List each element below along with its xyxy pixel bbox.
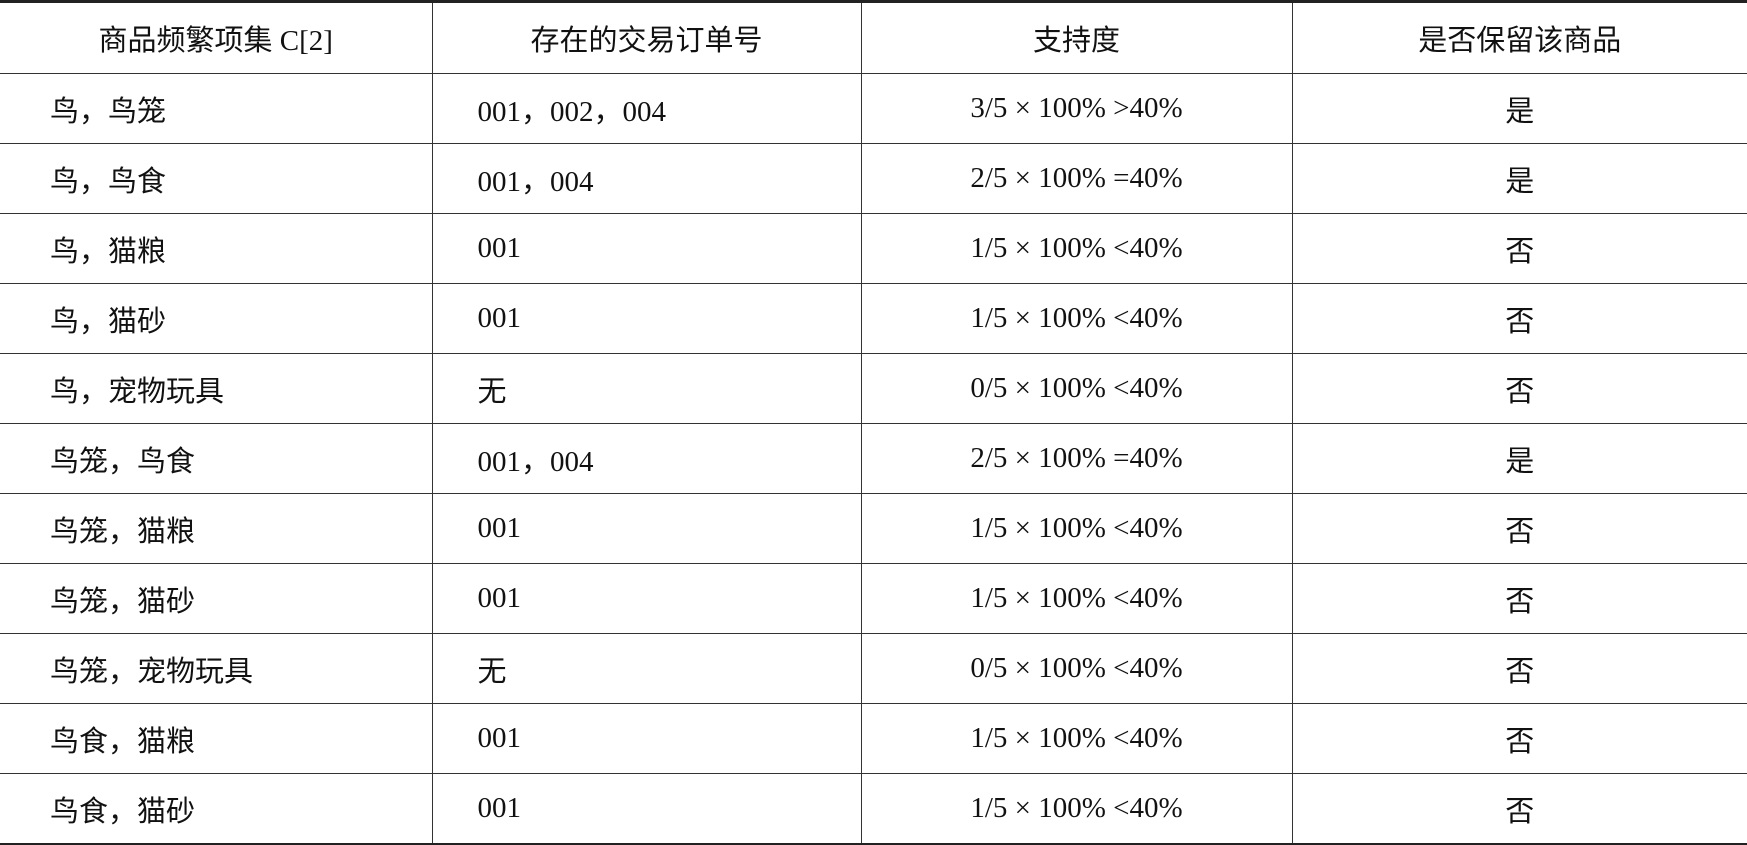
cell-support: 1/5 × 100% <40% (860, 563, 1293, 634)
cell-support: 1/5 × 100% <40% (860, 213, 1293, 284)
cell-keep: 否 (1291, 283, 1747, 354)
cell-keep: 否 (1291, 633, 1747, 704)
cell-itemset: 鸟食，猫粮 (0, 703, 433, 774)
cell-order-ids: 001 (431, 213, 862, 284)
cell-keep: 否 (1291, 563, 1747, 634)
cell-keep: 否 (1291, 353, 1747, 424)
cell-order-ids: 001 (431, 703, 862, 774)
table-row: 鸟笼，鸟食 001，004 2/5 × 100% =40% 是 (0, 423, 1747, 494)
cell-keep: 否 (1291, 773, 1747, 845)
cell-itemset: 鸟笼，宠物玩具 (0, 633, 433, 704)
cell-itemset: 鸟，鸟笼 (0, 73, 433, 144)
table-row: 鸟，鸟食 001，004 2/5 × 100% =40% 是 (0, 143, 1747, 214)
cell-keep: 是 (1291, 143, 1747, 214)
cell-itemset: 鸟笼，猫粮 (0, 493, 433, 564)
cell-support: 0/5 × 100% <40% (860, 633, 1293, 704)
cell-keep: 是 (1291, 73, 1747, 144)
cell-support: 0/5 × 100% <40% (860, 353, 1293, 424)
cell-order-ids: 001，002，004 (431, 73, 862, 144)
table-row: 鸟笼，猫粮 001 1/5 × 100% <40% 否 (0, 493, 1747, 564)
cell-itemset: 鸟笼，猫砂 (0, 563, 433, 634)
table-row: 鸟笼，猫砂 001 1/5 × 100% <40% 否 (0, 563, 1747, 634)
table-row: 鸟，鸟笼 001，002，004 3/5 × 100% >40% 是 (0, 73, 1747, 144)
cell-itemset: 鸟笼，鸟食 (0, 423, 433, 494)
cell-support: 2/5 × 100% =40% (860, 423, 1293, 494)
cell-itemset: 鸟，宠物玩具 (0, 353, 433, 424)
cell-order-ids: 001，004 (431, 423, 862, 494)
cell-support: 3/5 × 100% >40% (860, 73, 1293, 144)
table-row: 鸟，宠物玩具无 0/5 × 100% <40% 否 (0, 353, 1747, 424)
cell-support: 2/5 × 100% =40% (860, 143, 1293, 214)
header-support: 支持度 (860, 1, 1293, 74)
cell-order-ids: 001 (431, 773, 862, 845)
cell-keep: 否 (1291, 213, 1747, 284)
cell-order-ids: 无 (431, 353, 862, 424)
table-row: 鸟食，猫粮 001 1/5 × 100% <40% 否 (0, 703, 1747, 774)
header-keep: 是否保留该商品 (1291, 1, 1747, 74)
header-itemset: 商品频繁项集 C[2] (0, 1, 433, 74)
cell-keep: 是 (1291, 423, 1747, 494)
cell-keep: 否 (1291, 703, 1747, 774)
cell-itemset: 鸟食，猫砂 (0, 773, 433, 845)
cell-order-ids: 001，004 (431, 143, 862, 214)
cell-itemset: 鸟，猫砂 (0, 283, 433, 354)
cell-order-ids: 无 (431, 633, 862, 704)
table-row: 鸟，猫粮 001 1/5 × 100% <40% 否 (0, 213, 1747, 284)
table-row: 鸟，猫砂 001 1/5 × 100% <40% 否 (0, 283, 1747, 354)
cell-order-ids: 001 (431, 493, 862, 564)
cell-support: 1/5 × 100% <40% (860, 773, 1293, 845)
table-row: 鸟食，猫砂 001 1/5 × 100% <40% 否 (0, 773, 1747, 845)
cell-support: 1/5 × 100% <40% (860, 283, 1293, 354)
cell-order-ids: 001 (431, 563, 862, 634)
table-row: 鸟笼，宠物玩具无 0/5 × 100% <40% 否 (0, 633, 1747, 704)
cell-keep: 否 (1291, 493, 1747, 564)
header-row: 商品频繁项集 C[2] 存在的交易订单号 支持度 是否保留该商品 (0, 1, 1747, 74)
cell-support: 1/5 × 100% <40% (860, 493, 1293, 564)
cell-support: 1/5 × 100% <40% (860, 703, 1293, 774)
cell-itemset: 鸟，猫粮 (0, 213, 433, 284)
cell-itemset: 鸟，鸟食 (0, 143, 433, 214)
cell-order-ids: 001 (431, 283, 862, 354)
header-order-ids: 存在的交易订单号 (431, 1, 862, 74)
